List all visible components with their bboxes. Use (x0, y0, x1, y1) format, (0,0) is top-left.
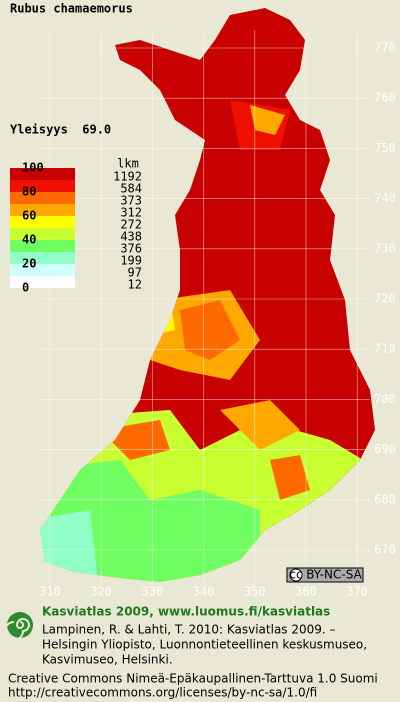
scale-label: 60 (22, 209, 36, 223)
easting-label: 360 (295, 585, 317, 599)
northing-label: 770 (374, 41, 396, 55)
count-header: lkm (117, 157, 139, 171)
legend-swatch (10, 180, 75, 192)
citation-line: Kasvimuseo, Helsinki. (42, 653, 173, 667)
northing-label: 750 (374, 141, 396, 155)
license-badge: cc BY-NC-SA (286, 567, 364, 583)
class-count: 272 (120, 218, 142, 232)
class-count: 376 (120, 242, 142, 256)
class-count: 312 (120, 206, 142, 220)
northing-label: 700 (374, 392, 396, 406)
easting-label: 310 (39, 585, 61, 599)
title: Rubus chamaemorus (10, 2, 133, 16)
license-line: Creative Commons Nimeä-Epäkaupallinen-Ta… (8, 672, 378, 686)
legend-swatch (10, 192, 75, 204)
logo (4, 612, 33, 641)
northing-label: 690 (374, 442, 396, 456)
northing-label: 760 (374, 91, 396, 105)
easting-label: 370 (346, 585, 368, 599)
badge-text: BY-NC-SA (306, 568, 362, 582)
legend-swatch (10, 216, 75, 228)
citation-line: Helsingin Yliopisto, Luonnontieteellinen… (42, 638, 367, 652)
northing-label: 710 (374, 342, 396, 356)
northing-label: 670 (374, 543, 396, 557)
legend-swatch (10, 204, 75, 216)
legend-swatch (10, 252, 75, 264)
legend: 100 80 60 40 20 0 1192584373312272438376199971… (10, 161, 142, 295)
class-count: 97 (128, 266, 142, 280)
cc-icon: cc (289, 568, 302, 582)
scale-label: 40 (22, 233, 36, 247)
class-count: 584 (120, 182, 142, 196)
license-line: http://creativecommons.org/licenses/by-n… (8, 686, 317, 700)
frequency-label: Yleisyys 69.0 (10, 123, 111, 137)
legend-swatch (10, 264, 75, 276)
scale-label: 100 (22, 161, 44, 175)
class-count: 1192 (113, 170, 142, 184)
easting-label: 330 (142, 585, 164, 599)
northing-label: 730 (374, 241, 396, 255)
northing-label: 740 (374, 191, 396, 205)
map-grid: 770 760 750 740 730 720 710 700 690 680 670 310 320 3… (39, 30, 396, 599)
easting-label: 350 (244, 585, 266, 599)
legend-swatch (10, 276, 75, 288)
northing-label: 720 (374, 292, 396, 306)
class-count: 12 (128, 278, 142, 292)
northing-label: 680 (374, 492, 396, 506)
legend-swatch (10, 240, 75, 252)
citation-line: Lampinen, R. & Lahti, T. 2010: Kasviatla… (42, 623, 336, 637)
class-count: 438 (120, 230, 142, 244)
footer-heading: Kasviatlas 2009, www.luomus.fi/kasviatla… (42, 605, 330, 619)
legend-swatch (10, 168, 75, 180)
easting-label: 320 (90, 585, 112, 599)
scale-label: 0 (22, 281, 29, 295)
class-count: 373 (120, 194, 142, 208)
class-count: 199 (120, 254, 142, 268)
scale-label: 20 (22, 257, 36, 271)
easting-label: 340 (193, 585, 215, 599)
scale-label: 80 (22, 185, 36, 199)
legend-swatch (10, 228, 75, 240)
